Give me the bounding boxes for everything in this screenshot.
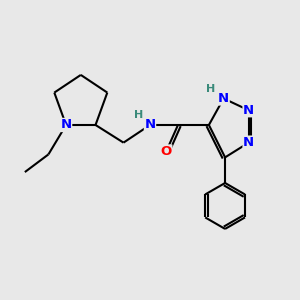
Text: H: H: [206, 84, 215, 94]
Text: N: N: [243, 136, 254, 149]
Text: O: O: [160, 145, 172, 158]
Text: N: N: [218, 92, 229, 105]
Text: N: N: [61, 118, 72, 131]
Text: H: H: [134, 110, 143, 120]
Text: N: N: [243, 104, 254, 117]
Text: N: N: [144, 118, 156, 131]
